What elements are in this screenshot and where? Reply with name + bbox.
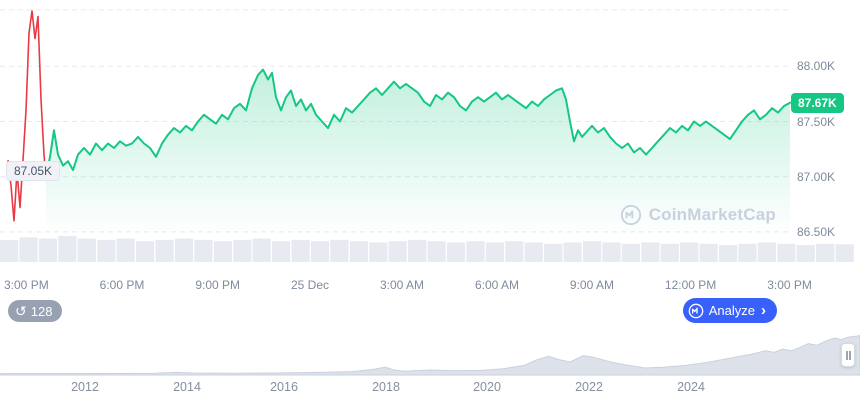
history-icon: ↺	[15, 303, 27, 319]
x-axis-label: 3:00 PM	[4, 278, 49, 292]
year-label: 2012	[71, 380, 99, 394]
current-price-badge: 87.67K	[791, 92, 844, 113]
x-axis-label: 9:00 PM	[195, 278, 241, 292]
y-axis-label: 86.50K	[797, 224, 836, 239]
price-chart-canvas[interactable]	[0, 0, 860, 266]
year-label: 2020	[473, 380, 501, 394]
analyze-label: Analyze	[708, 303, 755, 318]
history-count: 128	[30, 303, 53, 319]
year-label: 2018	[372, 380, 400, 394]
history-count-badge[interactable]: ↺ 128	[8, 300, 63, 322]
timeline-area	[0, 335, 860, 376]
y-axis-label: 88.00K	[797, 59, 836, 74]
price-line-green	[45, 68, 791, 178]
year-label: 2014	[173, 380, 201, 394]
price-line-red	[7, 10, 47, 222]
y-axis-label: 87.00K	[797, 169, 836, 184]
x-axis-label: 12:00 PM	[664, 278, 717, 292]
timeline-mini-chart[interactable]	[0, 331, 860, 377]
year-label: 2022	[575, 380, 603, 394]
open-price-badge: 87.05K	[6, 161, 61, 182]
brush-handle[interactable]	[841, 343, 855, 367]
time-x-axis: 3:00 PM 6:00 PM 9:00 PM 25 Dec 3:00 AM 6:00 A…	[4, 278, 812, 292]
volume-bars	[0, 236, 854, 262]
year-label: 2024	[677, 380, 705, 394]
coinmarketcap-watermark: CoinMarketCap	[620, 204, 776, 226]
x-axis-label: 6:00 AM	[474, 278, 519, 292]
grip-icon	[845, 350, 851, 360]
x-axis-label: 6:00 PM	[99, 278, 145, 292]
coinmarketcap-logo-icon	[620, 204, 641, 226]
x-axis-label: 9:00 AM	[569, 278, 614, 292]
year-x-axis: 2012 2014 2016 2018 2020 2022 2024	[0, 380, 860, 396]
x-axis-label: 25 Dec	[290, 278, 329, 292]
x-axis-label: 3:00 AM	[379, 278, 424, 292]
chevron-right-icon: ›	[761, 302, 766, 319]
y-axis-label: 87.50K	[797, 114, 836, 129]
price-area-fill	[46, 69, 790, 236]
x-axis-label: 3:00 PM	[767, 278, 812, 292]
analyze-button[interactable]: Analyze ›	[682, 298, 777, 323]
watermark-text: CoinMarketCap	[648, 205, 776, 224]
year-label: 2016	[270, 380, 298, 394]
coinmarketcap-logo-icon	[688, 303, 704, 319]
